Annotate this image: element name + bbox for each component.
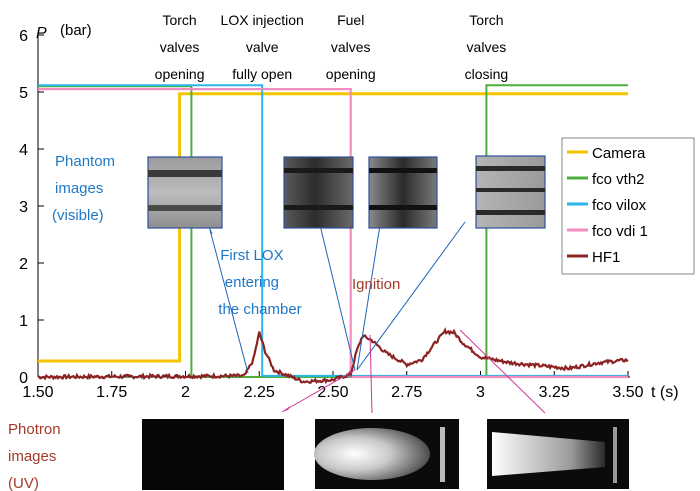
y-tick-label: 3 [19,199,28,216]
series-line-hf1 [37,327,629,385]
y-tick-label: 6 [19,28,28,45]
legend-label: fco vdi 1 [592,223,648,240]
phantom-image-1 [147,156,223,229]
series-line-fco-vth2 [38,84,628,378]
event-annotation-line: valve [246,39,279,55]
photron-label-line-2: images [8,448,56,465]
connector-phantom-3 [319,224,356,371]
phantom-images [147,155,546,229]
connector-photron-2 [369,334,373,414]
callout-first-lox-line-3: the chamber [218,301,301,318]
connector-photron-1 [281,369,356,413]
event-annotation-line: LOX injection [221,12,304,28]
x-tick-label: 2.50 [317,384,348,401]
legend-label: Camera [592,145,646,162]
event-annotation-line: Fuel [337,12,364,28]
callout-first-lox: First LOX entering the chamber [218,247,301,318]
event-annotations: Torch valves opening LOX injection valve full… [155,12,509,82]
photron-image-1 [142,419,284,490]
y-tick-label: 0 [19,370,28,387]
callout-first-lox-line-1: First LOX [220,247,283,264]
phantom-image-4 [475,155,546,229]
phantom-image-2 [283,156,354,229]
phantom-image-3 [368,156,438,229]
connector-phantom-2 [209,229,249,374]
x-tick-label: 3.50 [612,384,643,401]
event-annotation-line: valves [331,39,371,55]
event-annotation: LOX injection valve fully open [221,12,304,82]
series-lines [37,84,629,385]
connector-photron-arrowhead [282,406,290,412]
y-tick-label: 2 [19,256,28,273]
phantom-label-line-3: (visible) [52,207,104,224]
legend-box [561,137,695,275]
x-tick-label: 2.75 [391,384,422,401]
connector-phantom-5 [356,221,466,371]
event-annotation-line: opening [155,66,205,82]
series-line-fco-vilox [38,84,628,377]
connector-photron-3 [459,329,546,414]
phantom-label-line-2: images [55,180,103,197]
event-annotation-line: Torch [469,12,503,28]
event-annotation-line: fully open [232,66,292,82]
phantom-label-line-1: Phantom [55,153,115,170]
y-axis-unit: (bar) [60,22,92,39]
legend-label: fco vilox [592,197,647,214]
x-tick-label: 3.25 [539,384,570,401]
event-annotation: Torch valves opening [155,12,205,82]
series-line-fco-vdi-1 [38,87,628,379]
photron-image-2 [314,419,459,489]
image-connectors [207,221,546,414]
event-annotation-line: closing [465,66,509,82]
photron-label-line-1: Photron [8,421,61,438]
legend: Camera fco vth2 fco vilox fco vdi 1 HF1 [561,137,695,275]
event-annotation-line: valves [467,39,507,55]
x-tick-label: 2.25 [244,384,275,401]
event-annotation-line: opening [326,66,376,82]
photron-label: Photron images (UV) [8,421,65,491]
x-axis-label: t (s) [651,384,679,401]
photron-images [142,419,629,490]
y-tick-label: 5 [19,85,28,102]
phantom-label: Phantom images (visible) [52,153,119,224]
x-tick-label: 3 [476,384,485,401]
connector-phantom-4 [356,224,381,371]
y-ticks: 0 1 2 3 4 5 6 [19,28,44,387]
event-annotation: Fuel valves opening [326,12,376,82]
event-annotation: Torch valves closing [465,12,509,82]
callout-ignition: Ignition [352,276,400,293]
y-tick-label: 4 [19,142,28,159]
legend-label: HF1 [592,249,620,266]
photron-label-line-3: (UV) [8,475,39,491]
event-annotation-line: valves [160,39,200,55]
x-tick-label: 1.75 [96,384,127,401]
callout-first-lox-line-2: entering [225,274,279,291]
legend-label: fco vth2 [592,171,645,188]
x-tick-label: 2 [181,384,190,401]
y-axis-symbol: P [36,25,47,42]
x-tick-label: 1.50 [22,384,53,401]
y-tick-label: 1 [19,313,28,330]
x-ticks: 1.50 1.75 2 2.25 2.50 2.75 3 3.25 3.50 [22,371,644,401]
photron-image-3 [487,419,629,489]
event-annotation-line: Torch [162,12,196,28]
